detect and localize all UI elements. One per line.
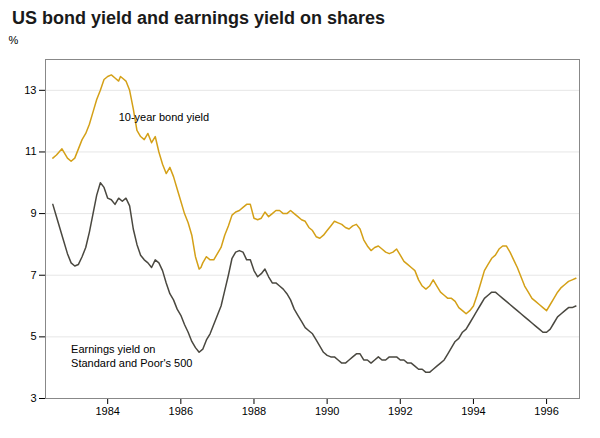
svg-text:5: 5 — [30, 330, 36, 342]
svg-text:%: % — [9, 34, 19, 46]
svg-text:1992: 1992 — [388, 405, 412, 417]
svg-text:7: 7 — [30, 269, 36, 281]
svg-text:Earnings yield onStandard and: Earnings yield onStandard and Poor's 500 — [71, 343, 192, 369]
svg-text:13: 13 — [24, 84, 36, 96]
svg-text:1994: 1994 — [461, 405, 485, 417]
html-text:US bond yield and earnings yie: US bond yield and earnings yield on shar… — [12, 8, 386, 28]
svg-text:3: 3 — [30, 392, 36, 404]
svg-text:1988: 1988 — [242, 405, 266, 417]
svg-text:1986: 1986 — [169, 405, 193, 417]
svg-text:11: 11 — [25, 145, 36, 157]
svg-text:10-year bond yield: 10-year bond yield — [119, 111, 210, 123]
svg-text:1984: 1984 — [95, 405, 119, 417]
svg-text:1990: 1990 — [315, 405, 339, 417]
svg-text:9: 9 — [30, 207, 36, 219]
svg-text:1996: 1996 — [534, 405, 558, 417]
